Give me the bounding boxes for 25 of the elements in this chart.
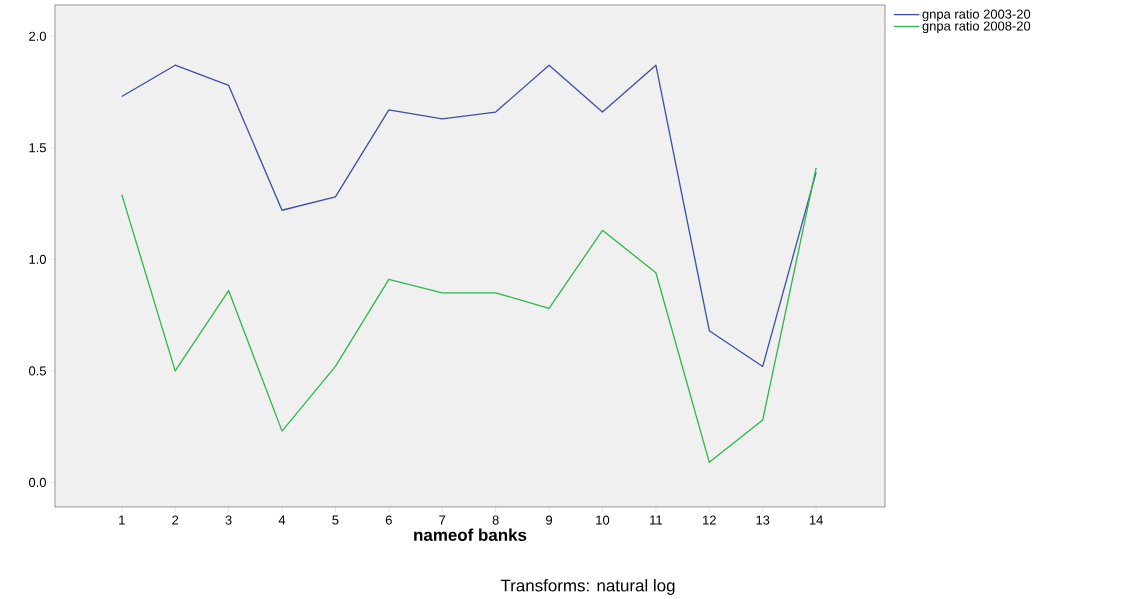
x-tick-label: 5 (332, 515, 339, 525)
line-series (121, 167, 817, 464)
legend-label: gnpa ratio 2008-20 (922, 21, 1031, 34)
y-tick-label: 0.0 (28, 477, 46, 488)
x-tick-label: 8 (492, 515, 499, 525)
x-tick-label: 3 (225, 515, 232, 525)
x-tick-label: 4 (278, 515, 286, 525)
y-tick-label: 1.0 (29, 254, 46, 264)
x-axis-title: nameof banks (414, 528, 527, 541)
text: Transforms: natural log (500, 579, 675, 595)
y-tick-label: 0.5 (28, 366, 46, 376)
x-tick-label: 1 (119, 515, 125, 525)
x-tick-label: 9 (546, 515, 553, 525)
x-tick-label: 7 (439, 515, 446, 525)
legend-label: gnpa ratio 2003-20 (922, 9, 1031, 22)
x-tick-label: 2 (172, 515, 179, 525)
y-tick-label: 2.0 (29, 31, 46, 41)
line-series (121, 64, 817, 368)
y-tick-label: 1.5 (29, 143, 46, 153)
x-tick-label: 6 (385, 515, 392, 525)
x-tick-label: 13 (756, 515, 770, 525)
x-tick-label: 10 (596, 515, 610, 525)
x-tick-label: 14 (809, 515, 823, 525)
x-tick-label: 12 (703, 515, 716, 525)
x-tick-label: 11 (650, 515, 662, 525)
